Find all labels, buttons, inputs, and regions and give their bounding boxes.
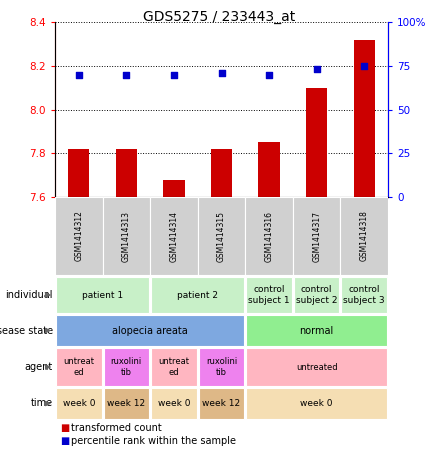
FancyBboxPatch shape: [103, 388, 149, 419]
Point: [75, 71, 82, 78]
Text: control
subject 3: control subject 3: [343, 285, 385, 305]
Text: control
subject 1: control subject 1: [248, 285, 290, 305]
FancyBboxPatch shape: [55, 197, 102, 275]
Bar: [116, 149, 137, 453]
Bar: [211, 149, 232, 453]
FancyBboxPatch shape: [340, 197, 388, 275]
Text: week 12: week 12: [202, 399, 240, 408]
Text: week 0: week 0: [63, 399, 95, 408]
FancyBboxPatch shape: [103, 348, 149, 386]
Point: [218, 69, 225, 77]
Text: GSM1414317: GSM1414317: [312, 211, 321, 261]
Text: disease state: disease state: [0, 326, 53, 336]
Text: individual: individual: [6, 290, 53, 300]
FancyBboxPatch shape: [56, 348, 102, 386]
Point: [313, 66, 320, 73]
Text: GSM1414315: GSM1414315: [217, 211, 226, 261]
Text: untreat
ed: untreat ed: [159, 357, 189, 377]
FancyBboxPatch shape: [151, 348, 197, 386]
Point: [265, 71, 272, 78]
Point: [123, 71, 130, 78]
Text: ruxolini
tib: ruxolini tib: [206, 357, 237, 377]
Text: week 12: week 12: [107, 399, 145, 408]
Text: alopecia areata: alopecia areata: [112, 326, 188, 336]
Text: GSM1414316: GSM1414316: [265, 211, 274, 261]
Text: untreat
ed: untreat ed: [63, 357, 94, 377]
FancyBboxPatch shape: [294, 277, 339, 313]
Text: GSM1414314: GSM1414314: [170, 211, 178, 261]
Text: percentile rank within the sample: percentile rank within the sample: [71, 436, 236, 446]
FancyBboxPatch shape: [246, 277, 292, 313]
FancyBboxPatch shape: [341, 277, 387, 313]
Text: week 0: week 0: [300, 399, 333, 408]
Bar: [306, 87, 327, 453]
Text: normal: normal: [300, 326, 334, 336]
Text: ruxolini
tib: ruxolini tib: [111, 357, 142, 377]
FancyBboxPatch shape: [245, 197, 293, 275]
Text: GSM1414312: GSM1414312: [74, 211, 83, 261]
FancyBboxPatch shape: [199, 388, 244, 419]
FancyBboxPatch shape: [56, 277, 149, 313]
FancyBboxPatch shape: [246, 348, 387, 386]
Bar: [353, 39, 375, 453]
FancyBboxPatch shape: [151, 277, 244, 313]
Point: [361, 62, 368, 69]
Text: week 0: week 0: [158, 399, 190, 408]
FancyBboxPatch shape: [199, 348, 244, 386]
Text: GDS5275 / 233443_at: GDS5275 / 233443_at: [143, 10, 295, 24]
Text: patient 2: patient 2: [177, 290, 218, 299]
Text: GSM1414313: GSM1414313: [122, 211, 131, 261]
FancyBboxPatch shape: [102, 197, 150, 275]
FancyBboxPatch shape: [246, 388, 387, 419]
Text: ■: ■: [60, 423, 69, 433]
FancyBboxPatch shape: [198, 197, 245, 275]
Text: patient 1: patient 1: [82, 290, 123, 299]
Text: control
subject 2: control subject 2: [296, 285, 337, 305]
FancyBboxPatch shape: [246, 315, 387, 347]
Bar: [258, 142, 280, 453]
FancyBboxPatch shape: [151, 388, 197, 419]
Text: time: time: [31, 399, 53, 409]
Bar: [68, 149, 89, 453]
Point: [170, 71, 177, 78]
Text: transformed count: transformed count: [71, 423, 162, 433]
Text: agent: agent: [25, 362, 53, 372]
FancyBboxPatch shape: [293, 197, 340, 275]
Text: untreated: untreated: [296, 362, 337, 371]
FancyBboxPatch shape: [150, 197, 198, 275]
Text: ■: ■: [60, 436, 69, 446]
Text: GSM1414318: GSM1414318: [360, 211, 369, 261]
FancyBboxPatch shape: [56, 315, 244, 347]
FancyBboxPatch shape: [56, 388, 102, 419]
Bar: [163, 179, 185, 453]
